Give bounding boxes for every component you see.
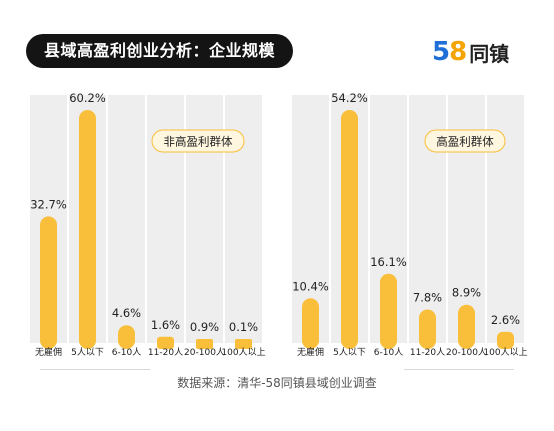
bar [196,339,213,349]
bar-value-label: 2.6% [491,313,520,327]
bar [302,298,319,349]
category-label: 20-100人 [446,347,487,358]
category-label: 20-100人 [184,347,225,358]
category-label: 5人以下 [333,347,366,358]
bar [235,339,252,349]
bar [458,304,475,349]
category-label: 6-10人 [374,347,403,358]
category-label: 100人以上 [483,347,527,358]
bar [157,336,174,349]
bar-value-label: 1.6% [151,318,180,332]
footer-divider-left [40,369,150,370]
bar-value-label: 0.9% [190,320,219,334]
bar-value-label: 7.8% [413,290,442,304]
logo-text: 同镇 [469,41,510,66]
legend-badge [151,129,245,153]
legend-label: 非高盈利群体 [164,135,233,149]
category-label: 11-20人 [410,347,445,358]
bar-value-label: 16.1% [370,255,407,269]
bar-value-label: 54.2% [331,91,368,105]
chart-panel-1: 32.7% 无雇佣 60.2% 5人以下 4.6% 6-10人 1.6% 11-20人 0.9%… [30,91,266,358]
footer-divider-right [404,369,514,370]
bar [79,110,96,349]
bar-value-label: 10.4% [292,279,329,293]
legend-label: 高盈利群体 [436,135,494,149]
bar [419,309,436,349]
data-source-note: 数据来源：清华-58同镇县域创业调查 [177,376,377,390]
bar [380,273,397,349]
category-label: 5人以下 [71,347,104,358]
bar-value-label: 8.9% [452,286,481,300]
category-label: 无雇佣 [297,346,324,358]
category-label: 6-10人 [112,347,141,358]
bar-value-label: 32.7% [30,197,67,211]
category-label: 100人以上 [221,347,265,358]
logo-digit-5: 5 [432,37,451,67]
chart-panel-2: 10.4% 无雇佣 54.2% 5人以下 16.1% 6-10人 7.8% 11-20人 8.9… [292,91,528,358]
bar-value-label: 4.6% [112,306,141,320]
bar [497,331,514,349]
brand-logo: 5 8 同镇 [432,36,509,68]
chart-title: 县域高盈利创业分析：企业规模 [26,34,294,68]
category-label: 11-20人 [148,347,183,358]
bar-value-label: 0.1% [229,320,258,334]
column-background [108,95,145,343]
bar [341,110,358,349]
logo-digit-8: 8 [449,37,468,67]
bar-value-label: 60.2% [69,91,106,105]
bar [118,325,135,349]
bar [40,216,57,349]
category-label: 无雇佣 [35,346,62,358]
legend-badge [424,129,506,153]
